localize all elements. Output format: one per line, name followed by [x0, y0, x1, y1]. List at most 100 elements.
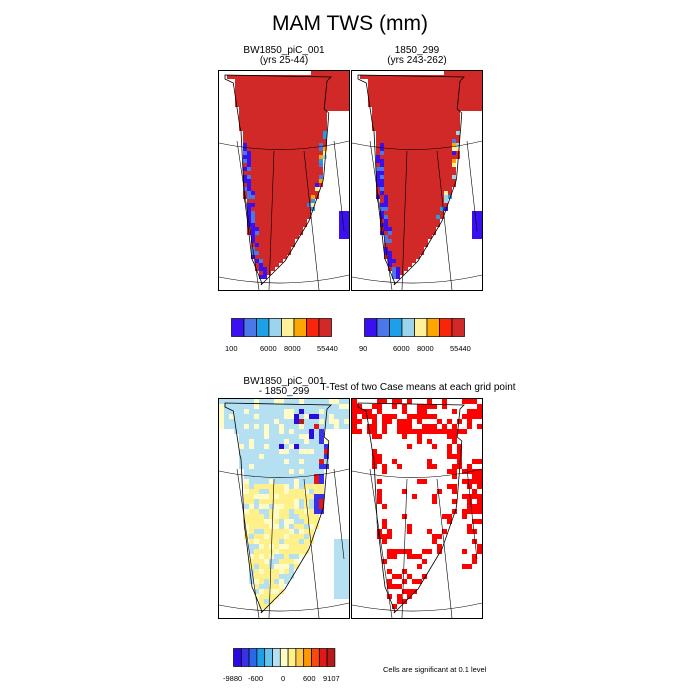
- grid-cell: [412, 111, 416, 115]
- colorbar-label: 6000: [260, 344, 277, 353]
- grid-cell: [251, 195, 255, 199]
- grid-cell: [420, 243, 424, 247]
- grid-cell: [279, 111, 283, 115]
- grid-cell: [315, 111, 319, 115]
- grid-cell: [400, 203, 404, 207]
- grid-cell: [249, 569, 254, 574]
- grid-cell: [464, 87, 468, 91]
- grid-cell: [271, 79, 275, 83]
- grid-cell: [467, 419, 472, 424]
- grid-cell: [412, 171, 416, 175]
- grid-cell: [402, 424, 407, 429]
- colorbar-label: 100: [225, 344, 238, 353]
- grid-cell: [388, 231, 392, 235]
- grid-cell: [247, 203, 251, 207]
- grid-cell: [400, 183, 404, 187]
- grid-cell: [295, 107, 299, 111]
- grid-cell: [468, 95, 472, 99]
- grid-cell: [299, 444, 304, 449]
- grid-cell: [244, 424, 249, 429]
- grid-cell: [259, 135, 263, 139]
- grid-cell: [315, 163, 319, 167]
- grid-cell: [274, 549, 279, 554]
- grid-cell: [397, 424, 402, 429]
- grid-cell: [436, 79, 440, 83]
- grid-cell: [239, 409, 244, 414]
- grid-cell: [307, 167, 311, 171]
- grid-cell: [428, 171, 432, 175]
- grid-cell: [334, 419, 339, 424]
- grid-cell: [408, 131, 412, 135]
- grid-cell: [339, 579, 344, 584]
- grid-cell: [263, 91, 267, 95]
- grid-cell: [243, 115, 247, 119]
- grid-cell: [376, 103, 380, 107]
- grid-cell: [392, 203, 396, 207]
- grid-cell: [388, 83, 392, 87]
- grid-cell: [396, 159, 400, 163]
- grid-cell: [392, 239, 396, 243]
- grid-cell: [464, 75, 468, 79]
- grid-cell: [424, 135, 428, 139]
- grid-cell: [269, 569, 274, 574]
- grid-cell: [408, 139, 412, 143]
- grid-cell: [294, 439, 299, 444]
- grid-cell: [247, 167, 251, 171]
- grid-cell: [259, 175, 263, 179]
- grid-cell: [244, 444, 249, 449]
- grid-cell: [384, 123, 388, 127]
- grid-cell: [289, 459, 294, 464]
- grid-cell: [254, 414, 259, 419]
- grid-cell: [249, 479, 254, 484]
- grid-cell: [304, 404, 309, 409]
- grid-cell: [324, 444, 329, 449]
- grid-cell: [295, 83, 299, 87]
- grid-cell: [284, 579, 289, 584]
- grid-cell: [464, 103, 468, 107]
- grid-cell: [420, 235, 424, 239]
- grid-cell: [467, 499, 472, 504]
- grid-cell: [274, 424, 279, 429]
- grid-cell: [311, 179, 315, 183]
- grid-cell: [303, 151, 307, 155]
- grid-cell: [437, 419, 442, 424]
- grid-cell: [264, 524, 269, 529]
- grid-cell: [339, 107, 343, 111]
- grid-cell: [472, 479, 477, 484]
- grid-cell: [396, 135, 400, 139]
- grid-cell: [339, 99, 343, 103]
- grid-cell: [323, 151, 327, 155]
- grid-cell: [289, 474, 294, 479]
- grid-cell: [299, 227, 303, 231]
- grid-cell: [299, 83, 303, 87]
- grid-cell: [396, 99, 400, 103]
- grid-cell: [309, 459, 314, 464]
- grid-cell: [275, 179, 279, 183]
- colorbar-label: 0: [281, 674, 286, 683]
- grid-cell: [382, 424, 387, 429]
- grid-cell: [396, 95, 400, 99]
- grid-cell: [287, 211, 291, 215]
- grid-cell: [334, 544, 339, 549]
- grid-cell: [436, 219, 440, 223]
- grid-cell: [251, 219, 255, 223]
- grid-cell: [436, 123, 440, 127]
- grid-cell: [436, 115, 440, 119]
- grid-cell: [247, 75, 251, 79]
- grid-cell: [284, 499, 289, 504]
- grid-cell: [243, 127, 247, 131]
- grid-cell: [384, 231, 388, 235]
- grid-cell: [263, 195, 267, 199]
- grid-cell: [377, 434, 382, 439]
- grid-cell: [352, 429, 357, 434]
- grid-cell: [392, 159, 396, 163]
- grid-cell: [396, 227, 400, 231]
- grid-cell: [368, 99, 372, 103]
- grid-cell: [400, 231, 404, 235]
- grid-cell: [412, 215, 416, 219]
- grid-cell: [444, 111, 448, 115]
- grid-cell: [476, 235, 480, 239]
- grid-cell: [263, 171, 267, 175]
- grid-cell: [299, 179, 303, 183]
- grid-cell: [295, 135, 299, 139]
